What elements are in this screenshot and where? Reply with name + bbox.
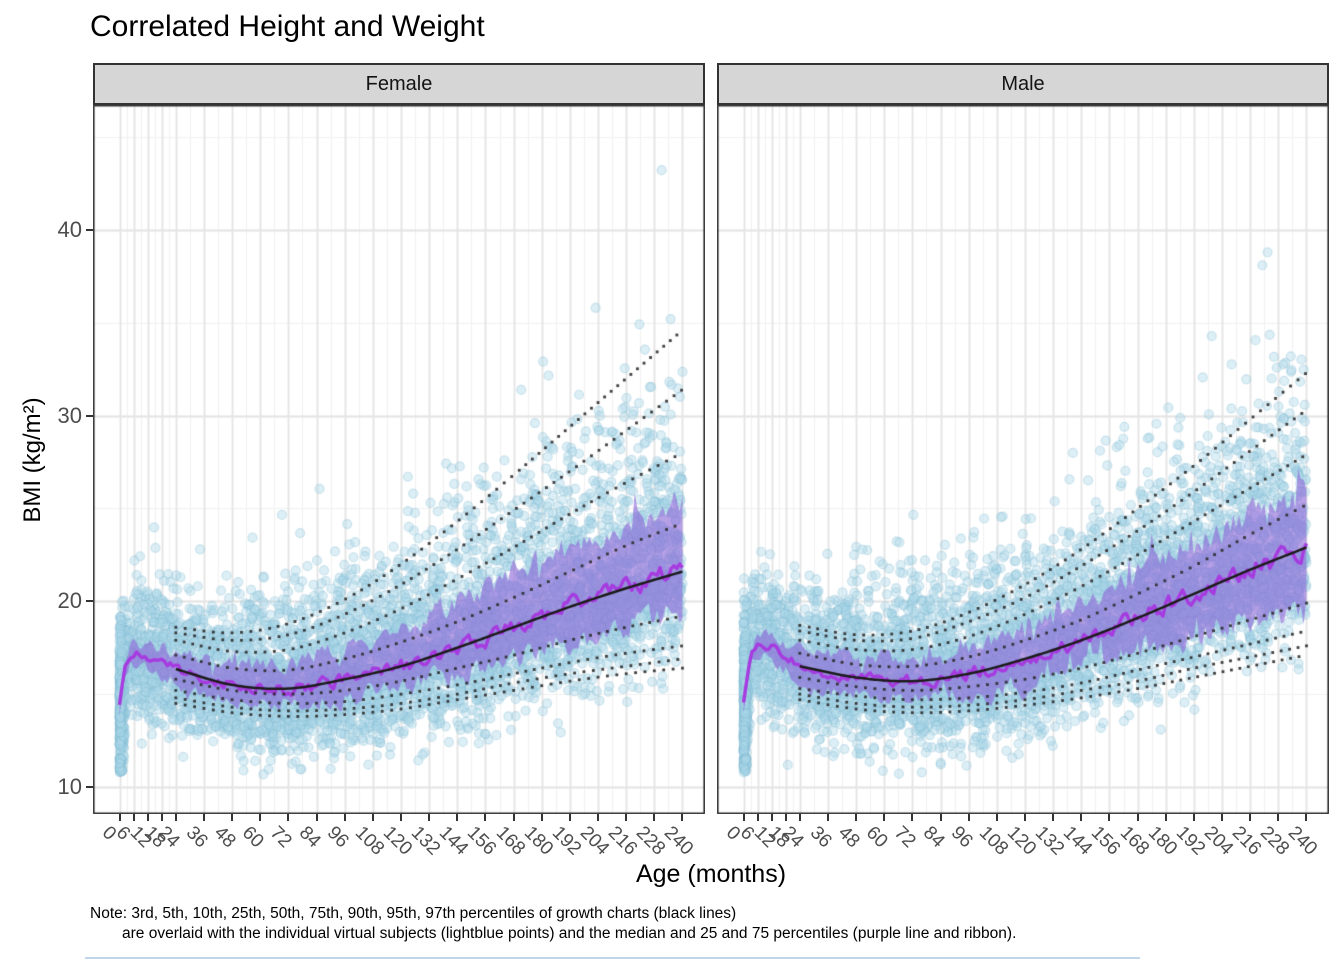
x-tick-mark xyxy=(1221,814,1224,821)
x-tick-mark xyxy=(484,814,487,821)
x-tick-mark xyxy=(784,814,787,821)
facet-strip: Female xyxy=(93,63,705,105)
y-tick-label: 30 xyxy=(57,402,82,428)
x-tick-mark xyxy=(1192,814,1195,821)
x-tick-mark xyxy=(1305,814,1308,821)
x-tick-label: 36 xyxy=(181,822,212,853)
x-tick-mark xyxy=(967,814,970,821)
y-tick-label: 40 xyxy=(57,216,82,242)
x-tick-mark xyxy=(259,814,262,821)
panel-canvas-male xyxy=(717,105,1329,814)
x-tick-mark xyxy=(1023,814,1026,821)
y-tick-mark xyxy=(86,786,93,788)
x-tick-label: 48 xyxy=(209,822,240,853)
x-tick-mark xyxy=(118,814,121,821)
x-tick-label: 84 xyxy=(294,822,325,853)
x-tick-label: 240 xyxy=(660,822,698,860)
x-tick-mark xyxy=(1136,814,1139,821)
x-tick-mark xyxy=(625,814,628,821)
x-tick-mark xyxy=(995,814,998,821)
facet-strip-label: Female xyxy=(365,72,433,95)
x-tick-mark xyxy=(231,814,234,821)
panel-canvas-female xyxy=(93,105,705,814)
y-tick-mark xyxy=(86,228,93,231)
x-tick-mark xyxy=(512,814,515,821)
x-tick-mark xyxy=(343,814,346,821)
x-tick-mark xyxy=(146,814,149,821)
footnote: Note: 3rd, 5th, 10th, 25th, 50th, 75th, … xyxy=(90,904,1016,944)
x-tick-mark xyxy=(160,814,163,821)
x-tick-label: 156 xyxy=(1087,822,1125,860)
x-tick-label: 96 xyxy=(946,822,977,853)
x-tick-label: 84 xyxy=(918,822,949,853)
x-tick-mark xyxy=(399,814,402,821)
x-tick-mark xyxy=(371,814,374,821)
x-tick-mark xyxy=(756,814,759,821)
x-tick-mark xyxy=(653,814,656,821)
x-tick-mark xyxy=(1052,814,1055,821)
x-tick-label: 60 xyxy=(238,822,268,853)
x-tick-mark xyxy=(428,814,431,821)
x-tick-mark xyxy=(132,814,135,821)
x-tick-mark xyxy=(568,814,571,821)
x-tick-mark xyxy=(742,814,745,821)
x-tick-label: 72 xyxy=(266,822,297,853)
x-tick-mark xyxy=(855,814,858,821)
x-tick-label: 48 xyxy=(833,822,864,853)
x-tick-mark xyxy=(770,814,773,821)
x-tick-label: 168 xyxy=(1115,822,1153,860)
x-tick-mark xyxy=(315,814,318,821)
x-tick-label: 240 xyxy=(1284,822,1322,860)
x-tick-mark xyxy=(174,814,177,821)
x-tick-label: 72 xyxy=(890,822,921,853)
x-tick-mark xyxy=(597,814,600,821)
x-tick-mark xyxy=(287,814,290,821)
x-tick-mark xyxy=(798,814,801,821)
x-tick-label: 96 xyxy=(322,822,353,853)
facet-strip-label: Male xyxy=(1001,72,1045,95)
x-tick-mark xyxy=(911,814,914,821)
chart-title: Correlated Height and Weight xyxy=(90,10,485,43)
x-tick-mark xyxy=(456,814,459,821)
footnote-line-1: Note: 3rd, 5th, 10th, 25th, 50th, 75th, … xyxy=(90,905,737,922)
bottom-highlight-line xyxy=(85,957,1140,959)
x-tick-mark xyxy=(202,814,205,821)
x-tick-mark xyxy=(939,814,942,821)
y-tick-label: 10 xyxy=(57,774,82,799)
x-tick-mark xyxy=(681,814,684,821)
x-tick-label: 36 xyxy=(805,822,836,853)
x-tick-mark xyxy=(883,814,886,821)
x-tick-mark xyxy=(1164,814,1167,821)
footnote-line-2: are overlaid with the individual virtual… xyxy=(122,925,1017,942)
x-tick-label: 168 xyxy=(491,822,529,860)
y-tick-label: 20 xyxy=(57,588,82,614)
x-tick-mark xyxy=(1080,814,1083,821)
x-tick-mark xyxy=(1249,814,1252,821)
facet-strip: Male xyxy=(717,63,1329,105)
x-tick-mark xyxy=(540,814,543,821)
x-tick-mark xyxy=(826,814,829,821)
x-tick-mark xyxy=(1108,814,1111,821)
y-tick-mark xyxy=(86,600,93,603)
x-tick-mark xyxy=(1277,814,1280,821)
x-tick-label: 156 xyxy=(463,822,501,860)
y-tick-mark xyxy=(86,414,93,417)
x-tick-label: 60 xyxy=(862,822,892,853)
x-axis-title: Age (months) xyxy=(635,860,787,888)
